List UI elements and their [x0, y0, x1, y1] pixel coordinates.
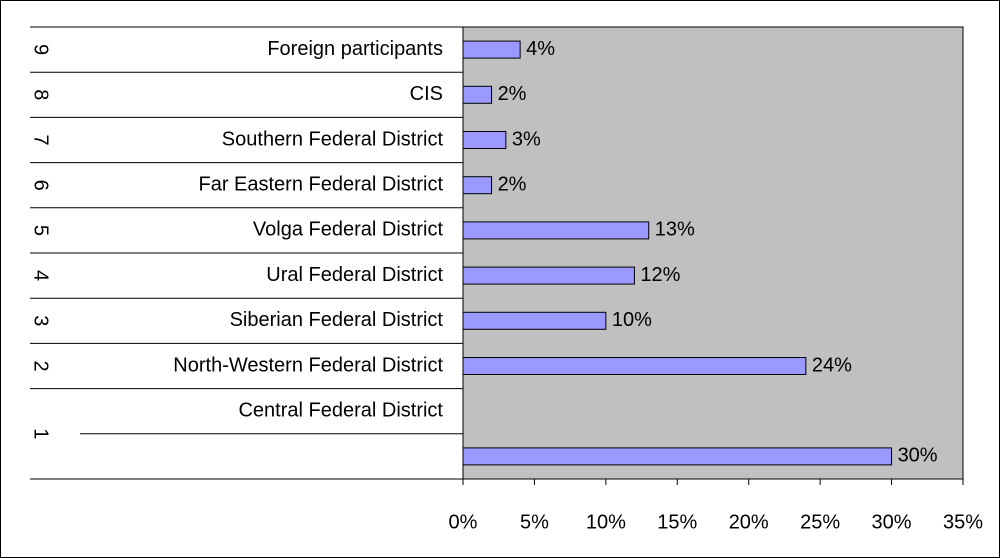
- value-label: 30%: [898, 445, 938, 467]
- plot-area: [462, 26, 964, 480]
- value-label: 13%: [655, 219, 695, 241]
- group-label: 3: [30, 315, 52, 326]
- value-label: 2%: [498, 173, 527, 195]
- bar: [462, 447, 893, 466]
- value-label: 24%: [812, 354, 852, 376]
- bar: [462, 357, 807, 375]
- x-tick-label: 35%: [943, 511, 983, 533]
- value-label: 2%: [498, 83, 527, 105]
- category-label: Volga Federal District: [253, 219, 444, 241]
- category-label: Far Eastern Federal District: [198, 173, 443, 195]
- category-label: North-Western Federal District: [173, 354, 443, 376]
- category-label: Central Federal District: [238, 399, 443, 421]
- x-tick-label: 25%: [800, 511, 840, 533]
- category-label: CIS: [410, 83, 443, 105]
- group-label: 4: [30, 270, 52, 281]
- bar: [462, 221, 650, 240]
- x-tick-label: 15%: [657, 511, 697, 533]
- group-label: 9: [30, 44, 52, 55]
- category-label: Southern Federal District: [222, 128, 444, 150]
- bar: [462, 40, 521, 59]
- x-tick-label: 20%: [729, 511, 769, 533]
- group-label: 2: [30, 360, 52, 371]
- bar: [462, 131, 507, 149]
- x-tick-label: 5%: [520, 511, 549, 533]
- group-label: 1: [30, 428, 52, 439]
- group-label: 8: [30, 89, 52, 100]
- x-tick-label: 10%: [586, 511, 626, 533]
- value-label: 4%: [526, 38, 555, 60]
- category-label: Siberian Federal District: [230, 309, 444, 331]
- category-label: Ural Federal District: [266, 264, 443, 286]
- x-tick-label: 0%: [449, 511, 478, 533]
- bar: [462, 266, 635, 285]
- bar: [462, 85, 493, 104]
- bar: [462, 176, 493, 195]
- value-label: 10%: [612, 309, 652, 331]
- bar: [462, 311, 607, 330]
- value-label: 12%: [640, 264, 680, 286]
- group-label: 5: [30, 225, 52, 236]
- category-label: Foreign participants: [267, 38, 443, 60]
- x-tick-label: 30%: [872, 511, 912, 533]
- value-label: 3%: [512, 128, 541, 150]
- group-label: 7: [30, 134, 52, 145]
- group-label: 6: [30, 180, 52, 191]
